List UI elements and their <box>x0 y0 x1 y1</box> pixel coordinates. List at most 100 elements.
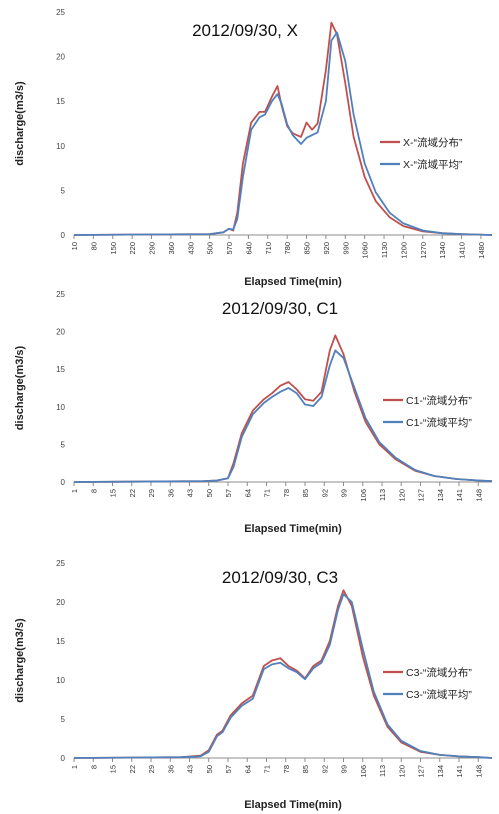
y-tick-label: 15 <box>56 637 65 646</box>
y-tick-label: 0 <box>61 754 66 763</box>
x-tick-label: 1200 <box>399 242 408 259</box>
series-line-2 <box>73 349 493 483</box>
x-tick-label: 134 <box>436 489 445 502</box>
x-tick-label: 360 <box>167 242 176 255</box>
x-tick-label: 120 <box>397 765 406 778</box>
x-tick-label: 99 <box>340 765 349 773</box>
legend: C3-“流域分布” C3-“流域平均” <box>379 663 499 701</box>
y-tick-label: 5 <box>61 186 66 195</box>
x-tick-label: 43 <box>186 489 195 497</box>
series-line-2 <box>73 593 493 759</box>
x-tick-label: 29 <box>147 489 156 497</box>
legend-bg <box>376 155 499 171</box>
x-tick-label: 99 <box>340 489 349 497</box>
x-tick-label: 120 <box>397 489 406 502</box>
x-tick-label: 22 <box>128 489 137 497</box>
x-tick-label: 1410 <box>458 242 467 259</box>
legend-label: C3-“流域分布” <box>406 666 472 679</box>
series-line-1 <box>73 589 493 759</box>
legend-label: C3-“流域平均” <box>406 688 472 701</box>
y-tick-label: 0 <box>61 231 66 240</box>
x-tick-label: 43 <box>186 765 195 773</box>
x-tick-label: 430 <box>186 242 195 255</box>
x-tick-label: 1480 <box>477 242 486 259</box>
x-tick-label: 64 <box>243 765 252 773</box>
y-tick-label: 5 <box>61 440 66 449</box>
x-tick-label: 1270 <box>419 242 428 259</box>
legend-bg <box>376 133 499 149</box>
x-tick-label: 1 <box>70 765 79 769</box>
x-tick-label: 50 <box>205 765 214 773</box>
x-tick-label: 78 <box>282 489 291 497</box>
legend-label: X-“流域分布” <box>403 136 463 149</box>
x-tick-label: 570 <box>225 242 234 255</box>
x-tick-label: 290 <box>148 242 157 255</box>
x-tick-label: 920 <box>322 242 331 255</box>
x-tick-label: 150 <box>109 242 118 255</box>
y-tick-label: 25 <box>56 290 65 299</box>
x-tick-label: 134 <box>436 765 445 778</box>
x-tick-label: 85 <box>301 765 310 773</box>
legend: X-“流域分布” X-“流域平均” <box>376 133 499 171</box>
x-tick-label: 990 <box>341 242 350 255</box>
x-axis-title: Elapsed Time(min) <box>244 523 342 535</box>
x-tick-label: 8 <box>89 765 98 769</box>
y-tick-label: 20 <box>56 598 65 607</box>
y-tick-label: 10 <box>56 676 65 685</box>
x-tick-label: 106 <box>359 765 368 778</box>
x-tick-label: 78 <box>282 765 291 773</box>
x-tick-label: 1340 <box>438 242 447 259</box>
y-tick-label: 25 <box>56 8 65 17</box>
x-tick-label: 127 <box>417 489 426 502</box>
x-tick-label: 71 <box>263 489 272 497</box>
x-axis-title: Elapsed Time(min) <box>244 799 342 811</box>
x-tick-label: 15 <box>109 765 118 773</box>
chart-1: 0 5 10 15 20 25 10 80 150 220 290 360 430 500 570 640 71… <box>14 8 499 288</box>
x-tick-label: 92 <box>320 489 329 497</box>
y-tick-label: 5 <box>61 715 66 724</box>
x-tick-label: 50 <box>205 489 214 497</box>
x-tick-label: 15 <box>109 489 118 497</box>
y-tick-label: 20 <box>56 328 65 337</box>
x-tick-label: 10 <box>70 242 79 250</box>
y-tick-label: 10 <box>56 142 65 151</box>
legend-bg <box>379 413 499 429</box>
legend-label: C1-“流域分布” <box>406 394 472 407</box>
legend-bg <box>379 685 499 701</box>
legend: C1-“流域分布” C1-“流域平均” <box>379 391 499 429</box>
legend-label: X-“流域平均” <box>403 158 463 171</box>
x-tick-label: 36 <box>166 765 175 773</box>
x-tick-label: 710 <box>264 242 273 255</box>
y-tick-label: 25 <box>56 559 65 568</box>
x-tick-label: 71 <box>263 765 272 773</box>
x-tick-label: 29 <box>147 765 156 773</box>
x-tick-label: 22 <box>128 765 137 773</box>
x-tick-label: 141 <box>455 489 464 502</box>
x-tick-label: 113 <box>378 489 387 501</box>
y-tick-label: 20 <box>56 53 65 62</box>
x-tick-label: 64 <box>243 489 252 497</box>
x-tick-label: 850 <box>303 242 312 255</box>
x-tick-label: 127 <box>417 765 426 778</box>
legend-label: C1-“流域平均” <box>406 416 472 429</box>
y-axis-title: discharge(m3/s) <box>14 618 26 703</box>
x-tick-label: 85 <box>301 489 310 497</box>
series-line-1 <box>73 21 493 236</box>
x-tick-label: 8 <box>89 489 98 493</box>
x-tick-label: 640 <box>244 242 253 255</box>
chart-title: 2012/09/30, X <box>192 21 298 40</box>
series-line-1 <box>73 334 493 483</box>
x-tick-label: 80 <box>89 242 98 250</box>
legend-bg <box>379 663 499 679</box>
chart-title: 2012/09/30, C3 <box>222 568 338 587</box>
x-tick-label: 500 <box>206 242 215 255</box>
x-tick-label: 148 <box>474 765 483 778</box>
y-tick-label: 0 <box>61 478 66 487</box>
y-tick-label: 15 <box>56 365 65 374</box>
x-tick-label: 1130 <box>380 242 389 258</box>
x-tick-label: 148 <box>474 489 483 502</box>
x-tick-label: 57 <box>224 489 233 497</box>
legend-bg <box>379 391 499 407</box>
y-axis-title: discharge(m3/s) <box>14 81 26 166</box>
